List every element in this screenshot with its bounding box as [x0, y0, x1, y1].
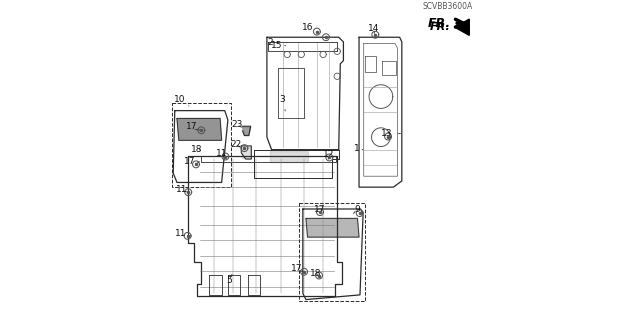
Text: SCVBB3600A: SCVBB3600A	[423, 2, 473, 11]
Polygon shape	[455, 19, 469, 35]
Text: 12: 12	[323, 151, 334, 160]
Text: 2: 2	[268, 38, 279, 47]
Text: 18: 18	[310, 269, 322, 278]
Text: 1: 1	[354, 144, 363, 152]
Polygon shape	[242, 147, 251, 158]
Text: 17: 17	[184, 157, 196, 166]
Text: 10: 10	[174, 95, 189, 106]
Polygon shape	[270, 151, 307, 162]
Text: 17: 17	[291, 264, 303, 273]
Text: 14: 14	[368, 24, 380, 33]
Text: 15: 15	[271, 41, 285, 50]
Text: 5: 5	[227, 274, 232, 285]
Text: FR.: FR.	[428, 17, 451, 30]
Text: 9: 9	[354, 204, 360, 213]
Text: FR.: FR.	[430, 22, 451, 32]
Polygon shape	[177, 118, 221, 140]
Text: 11: 11	[216, 149, 227, 158]
Text: 16: 16	[302, 23, 317, 32]
Polygon shape	[306, 219, 359, 237]
Text: 11: 11	[176, 185, 188, 194]
Text: 18: 18	[191, 145, 202, 153]
Text: 17: 17	[186, 122, 202, 131]
Text: 23: 23	[231, 120, 243, 129]
Polygon shape	[243, 127, 251, 135]
Text: 17: 17	[314, 205, 325, 214]
Text: 11: 11	[175, 228, 187, 238]
Text: 3: 3	[279, 95, 285, 111]
Text: 13: 13	[381, 129, 401, 138]
Text: 22: 22	[230, 139, 242, 149]
